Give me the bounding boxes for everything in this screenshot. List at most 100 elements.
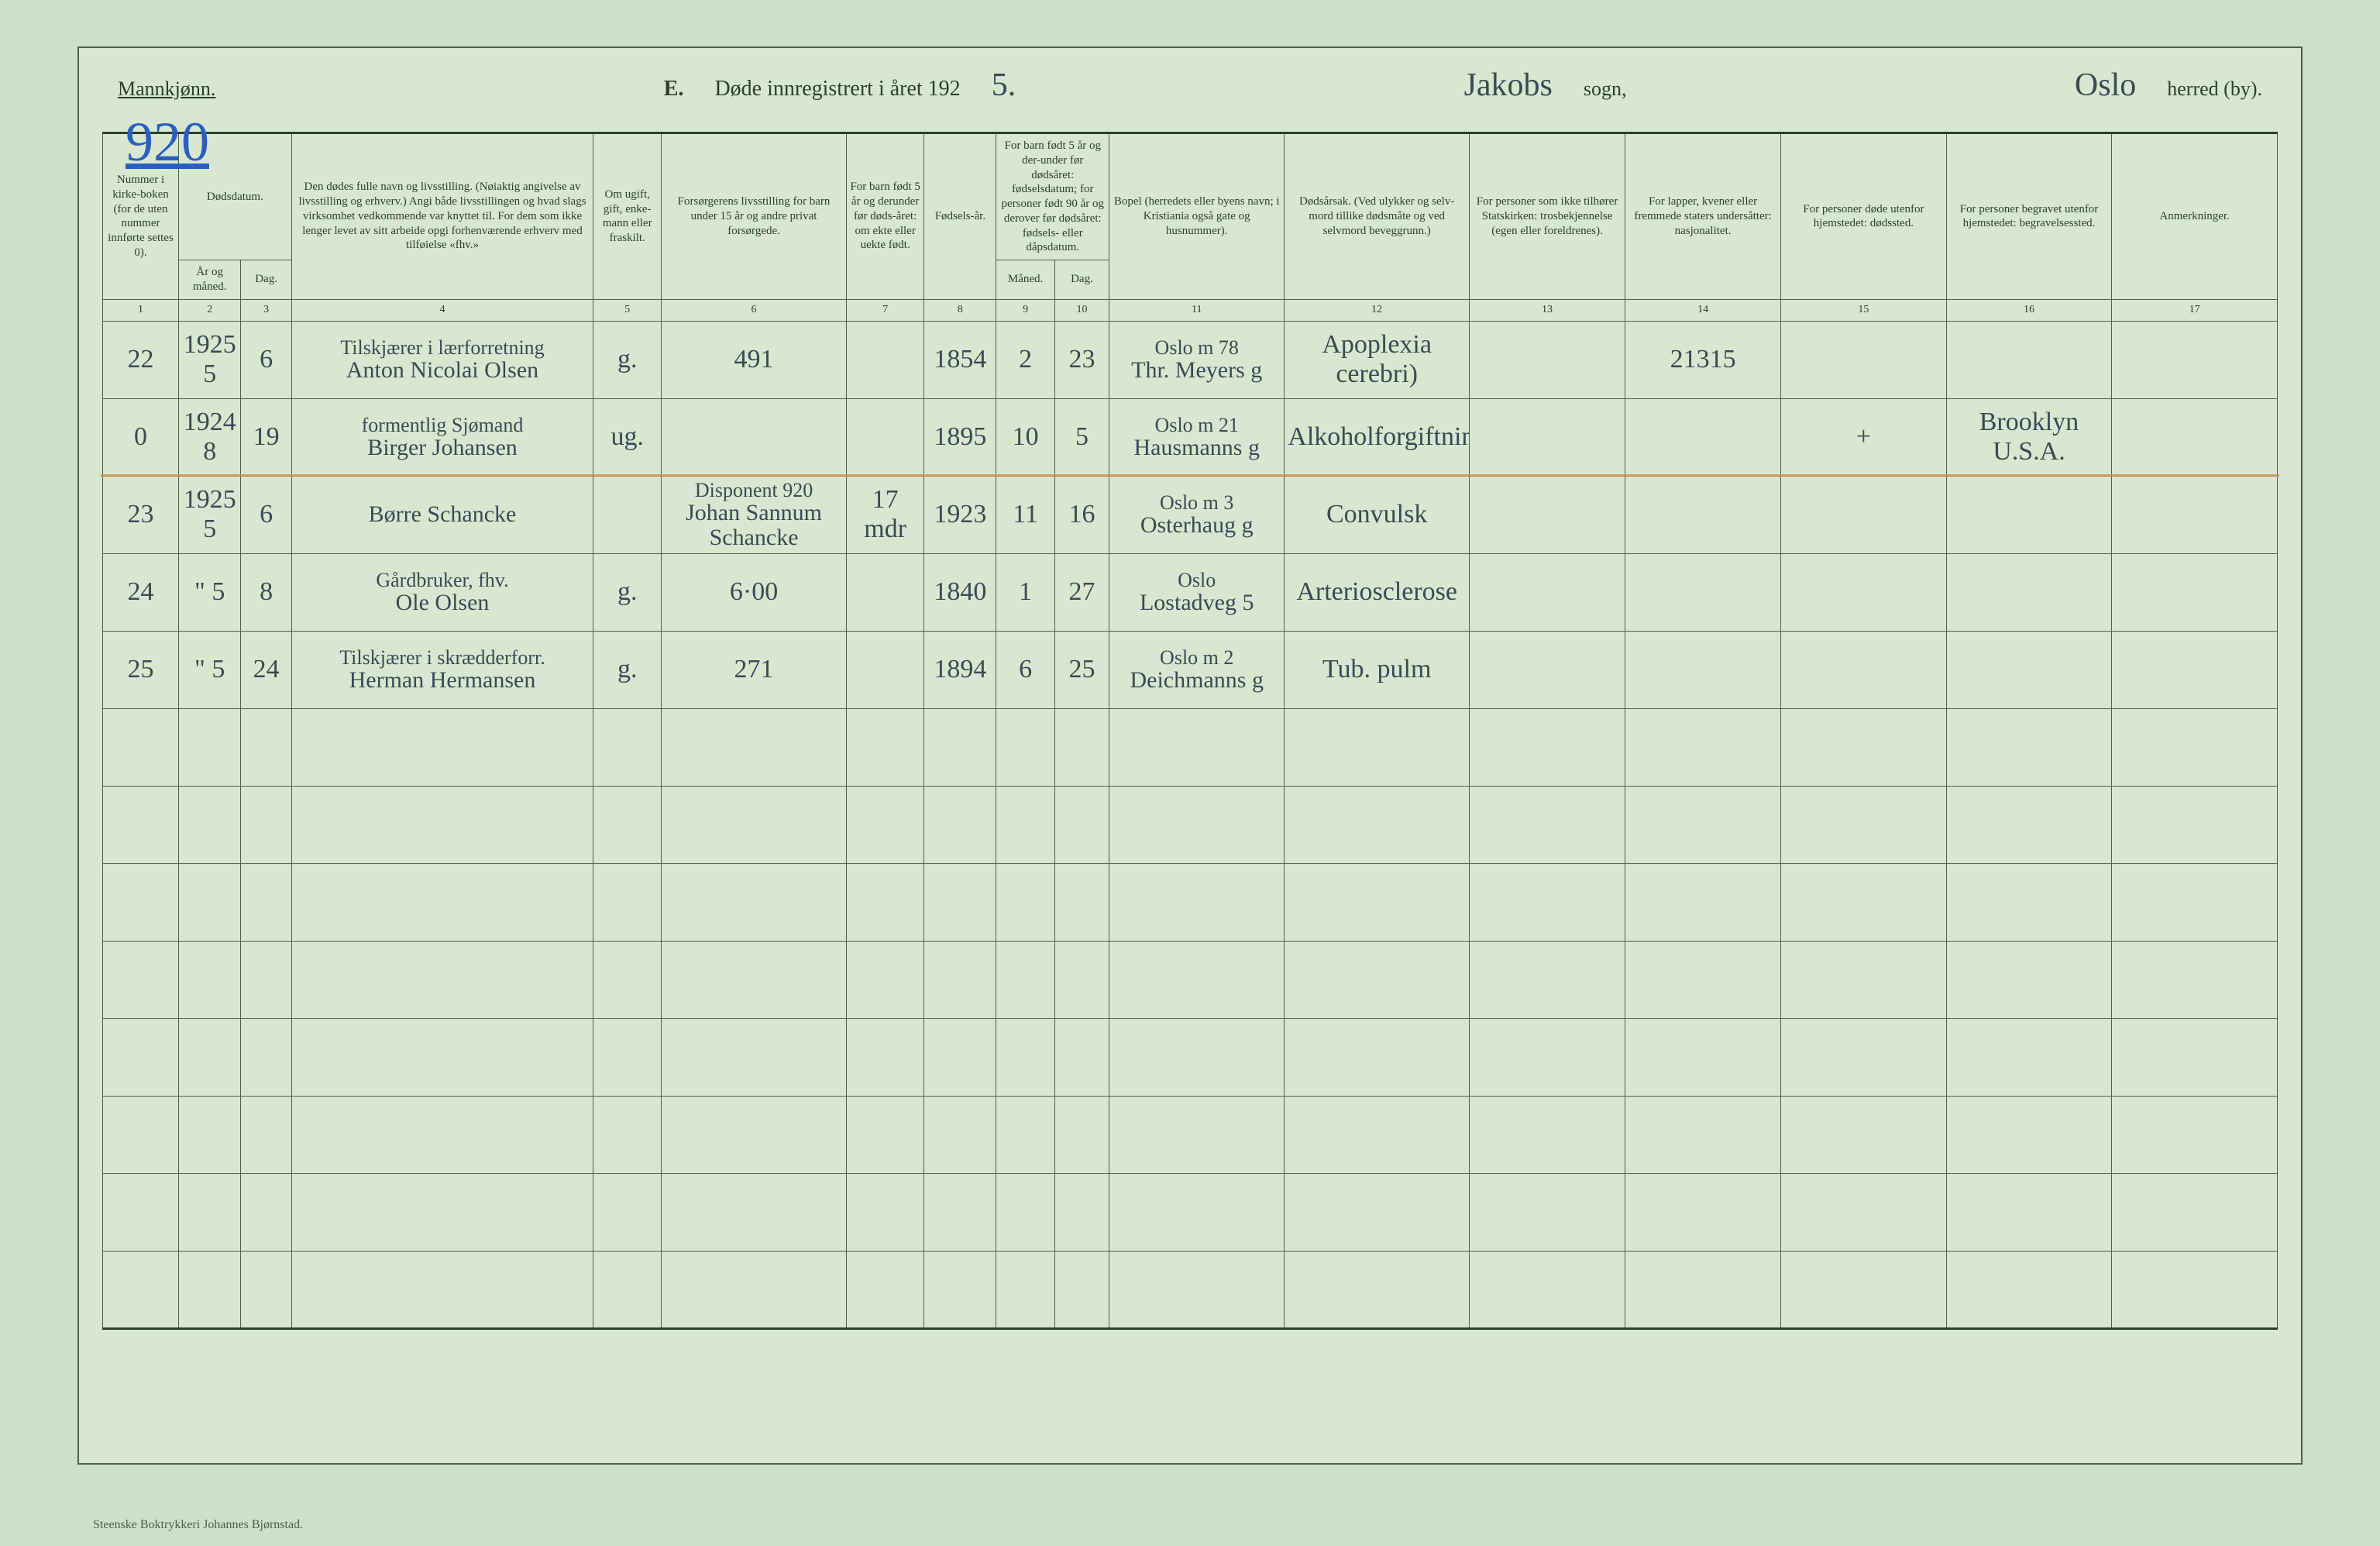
section-text: Døde innregistrert i året 192 bbox=[714, 77, 960, 102]
cell: Disponent 920Johan Sannum Schancke bbox=[662, 476, 847, 553]
cell-empty bbox=[1285, 1173, 1470, 1251]
cell: 23 bbox=[1054, 321, 1109, 398]
cell-empty bbox=[1625, 1096, 1781, 1173]
colnum: 17 bbox=[2112, 299, 2278, 321]
cell: 22 bbox=[103, 321, 179, 398]
col-header-7: For barn født 5 år og derunder før døds-… bbox=[846, 133, 924, 300]
cell-empty bbox=[241, 1096, 291, 1173]
cell-empty bbox=[179, 1018, 241, 1096]
cell bbox=[1946, 631, 2112, 708]
cell: 25 bbox=[103, 631, 179, 708]
cell-empty bbox=[1946, 863, 2112, 941]
cell-empty bbox=[103, 863, 179, 941]
cell-empty bbox=[1781, 786, 1947, 863]
cell: Tub. pulm bbox=[1285, 631, 1470, 708]
cell-empty bbox=[179, 1096, 241, 1173]
colnum: 2 bbox=[179, 299, 241, 321]
col-header-2b: Dag. bbox=[241, 260, 291, 300]
cell: " 5 bbox=[179, 553, 241, 631]
cell-empty bbox=[2112, 1173, 2278, 1251]
page-number: 920 bbox=[126, 110, 209, 174]
cell-empty bbox=[996, 941, 1054, 1018]
table-row-empty bbox=[103, 708, 2278, 786]
cell: 19 bbox=[241, 398, 291, 476]
cell-empty bbox=[1285, 941, 1470, 1018]
cell bbox=[1781, 321, 1947, 398]
cell-empty bbox=[996, 1173, 1054, 1251]
cell-empty bbox=[593, 863, 662, 941]
table-row-empty bbox=[103, 941, 2278, 1018]
cell-empty bbox=[1109, 863, 1285, 941]
col-header-8: Fødsels-år. bbox=[924, 133, 996, 300]
gender-label: Mannkjønn. bbox=[118, 77, 215, 101]
cell bbox=[1470, 476, 1625, 553]
cell-empty bbox=[1470, 1096, 1625, 1173]
cell: 1854 bbox=[924, 321, 996, 398]
cell-empty bbox=[593, 1251, 662, 1328]
cell-empty bbox=[1625, 863, 1781, 941]
cell-empty bbox=[1781, 1018, 1947, 1096]
table-row-empty bbox=[103, 1018, 2278, 1096]
sogn-label: sogn, bbox=[1584, 77, 1627, 101]
cell: 16 bbox=[1054, 476, 1109, 553]
cell: 1840 bbox=[924, 553, 996, 631]
cell: 11 bbox=[996, 476, 1054, 553]
cell: 0 bbox=[103, 398, 179, 476]
cell: Oslo m 2Deichmanns g bbox=[1109, 631, 1285, 708]
herred-hand: Oslo bbox=[2075, 67, 2136, 104]
cell bbox=[1781, 631, 1947, 708]
herred-label: herred (by). bbox=[2167, 77, 2262, 101]
ledger-table: Nummer i kirke-boken (for de uten nummer… bbox=[102, 132, 2278, 1330]
cell-empty bbox=[996, 786, 1054, 863]
cell-empty bbox=[1054, 1018, 1109, 1096]
sogn-hand: Jakobs bbox=[1464, 67, 1553, 104]
cell bbox=[1946, 321, 2112, 398]
cell-empty bbox=[846, 863, 924, 941]
cell-empty bbox=[103, 941, 179, 1018]
page-header: Mannkjønn. E. Døde innregistrert i året … bbox=[102, 67, 2278, 104]
cell bbox=[1625, 476, 1781, 553]
cell-empty bbox=[103, 1096, 179, 1173]
cell: Tilskjærer i skrædderforr.Herman Hermans… bbox=[291, 631, 593, 708]
cell: 8 bbox=[241, 553, 291, 631]
cell-empty bbox=[846, 1096, 924, 1173]
cell bbox=[1470, 398, 1625, 476]
cell-empty bbox=[241, 708, 291, 786]
table-body: 221925 56Tilskjærer i lærforretningAnton… bbox=[103, 321, 2278, 1328]
cell bbox=[1470, 553, 1625, 631]
cell bbox=[846, 398, 924, 476]
cell-empty bbox=[846, 708, 924, 786]
cell-empty bbox=[1946, 1173, 2112, 1251]
colnum: 8 bbox=[924, 299, 996, 321]
cell bbox=[1625, 631, 1781, 708]
cell: 6 bbox=[241, 321, 291, 398]
col-header-15: For personer døde utenfor hjemstedet: dø… bbox=[1781, 133, 1947, 300]
cell-empty bbox=[1109, 941, 1285, 1018]
cell: 17 mdr bbox=[846, 476, 924, 553]
cell: ug. bbox=[593, 398, 662, 476]
cell bbox=[846, 631, 924, 708]
colnum: 14 bbox=[1625, 299, 1781, 321]
cell-empty bbox=[1470, 708, 1625, 786]
cell: g. bbox=[593, 553, 662, 631]
table-row-empty bbox=[103, 786, 2278, 863]
cell: 24 bbox=[103, 553, 179, 631]
cell-empty bbox=[996, 863, 1054, 941]
cell-empty bbox=[1054, 708, 1109, 786]
cell-empty bbox=[924, 863, 996, 941]
cell: 1895 bbox=[924, 398, 996, 476]
cell bbox=[2112, 631, 2278, 708]
cell-empty bbox=[1946, 1251, 2112, 1328]
cell-empty bbox=[241, 1173, 291, 1251]
cell-empty bbox=[662, 1018, 847, 1096]
cell-empty bbox=[1946, 786, 2112, 863]
cell bbox=[2112, 321, 2278, 398]
cell-empty bbox=[662, 786, 847, 863]
cell-empty bbox=[593, 786, 662, 863]
cell-empty bbox=[846, 1251, 924, 1328]
cell-empty bbox=[179, 708, 241, 786]
cell-empty bbox=[1109, 786, 1285, 863]
printer-credit: Steenske Boktrykkeri Johannes Bjørnstad. bbox=[93, 1518, 303, 1532]
cell-empty bbox=[291, 863, 593, 941]
col-header-9b: Dag. bbox=[1054, 260, 1109, 300]
